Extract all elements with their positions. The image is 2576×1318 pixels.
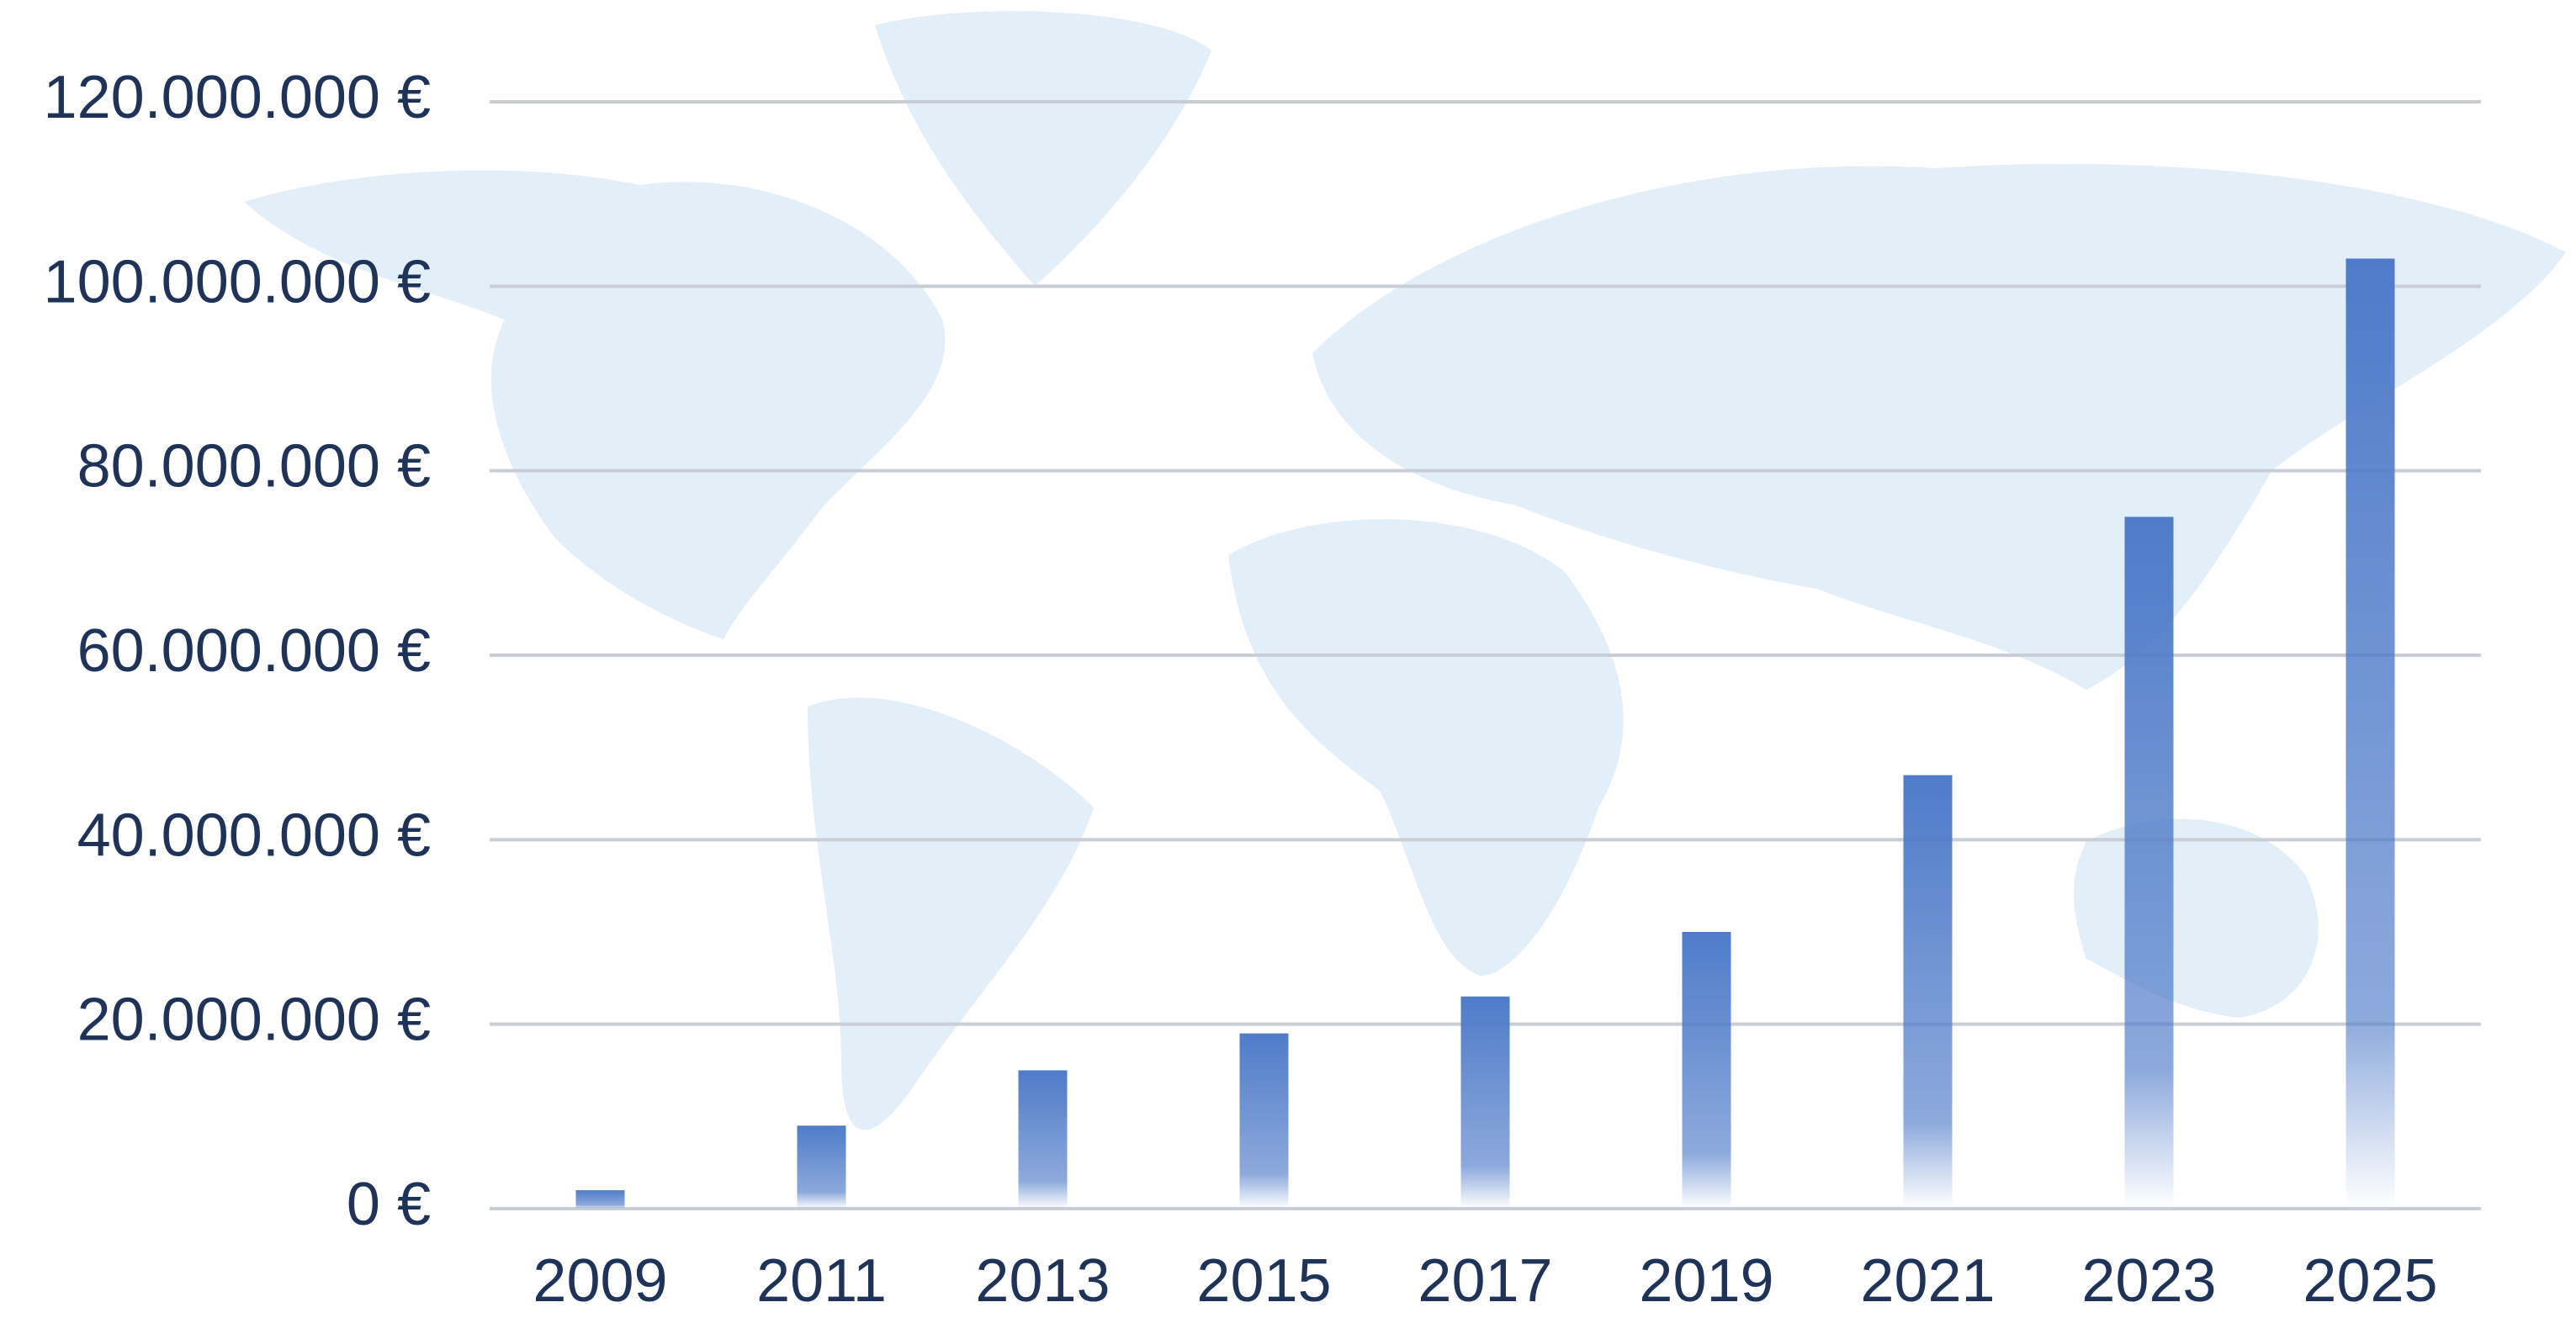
y-tick-label: 0 € bbox=[347, 1171, 431, 1238]
bar bbox=[575, 1190, 625, 1209]
x-tick-label: 2021 bbox=[1860, 1247, 1995, 1315]
bar bbox=[1460, 996, 1510, 1209]
bar bbox=[1018, 1070, 1068, 1209]
bar bbox=[2124, 516, 2174, 1209]
y-tick-label: 80.000.000 € bbox=[77, 433, 431, 500]
bar bbox=[2345, 258, 2395, 1209]
x-tick-label: 2015 bbox=[1196, 1247, 1331, 1315]
y-tick-label: 40.000.000 € bbox=[77, 802, 431, 869]
x-tick-label: 2017 bbox=[1418, 1247, 1552, 1315]
y-tick-label: 60.000.000 € bbox=[77, 617, 431, 685]
x-tick-label: 2009 bbox=[533, 1247, 667, 1315]
x-tick-label: 2011 bbox=[756, 1247, 887, 1315]
bar bbox=[1903, 775, 1953, 1209]
world-map-background bbox=[244, 11, 2566, 1130]
bar bbox=[1239, 1033, 1289, 1209]
y-tick-label: 20.000.000 € bbox=[77, 987, 431, 1054]
y-tick-label: 120.000.000 € bbox=[44, 64, 431, 131]
x-tick-label: 2019 bbox=[1639, 1247, 1773, 1315]
x-tick-label: 2025 bbox=[2303, 1247, 2437, 1315]
x-tick-label: 2023 bbox=[2081, 1247, 2216, 1315]
bar bbox=[1682, 932, 1731, 1209]
y-tick-label: 100.000.000 € bbox=[44, 248, 431, 315]
x-tick-label: 2013 bbox=[975, 1247, 1110, 1315]
bar bbox=[797, 1125, 846, 1209]
